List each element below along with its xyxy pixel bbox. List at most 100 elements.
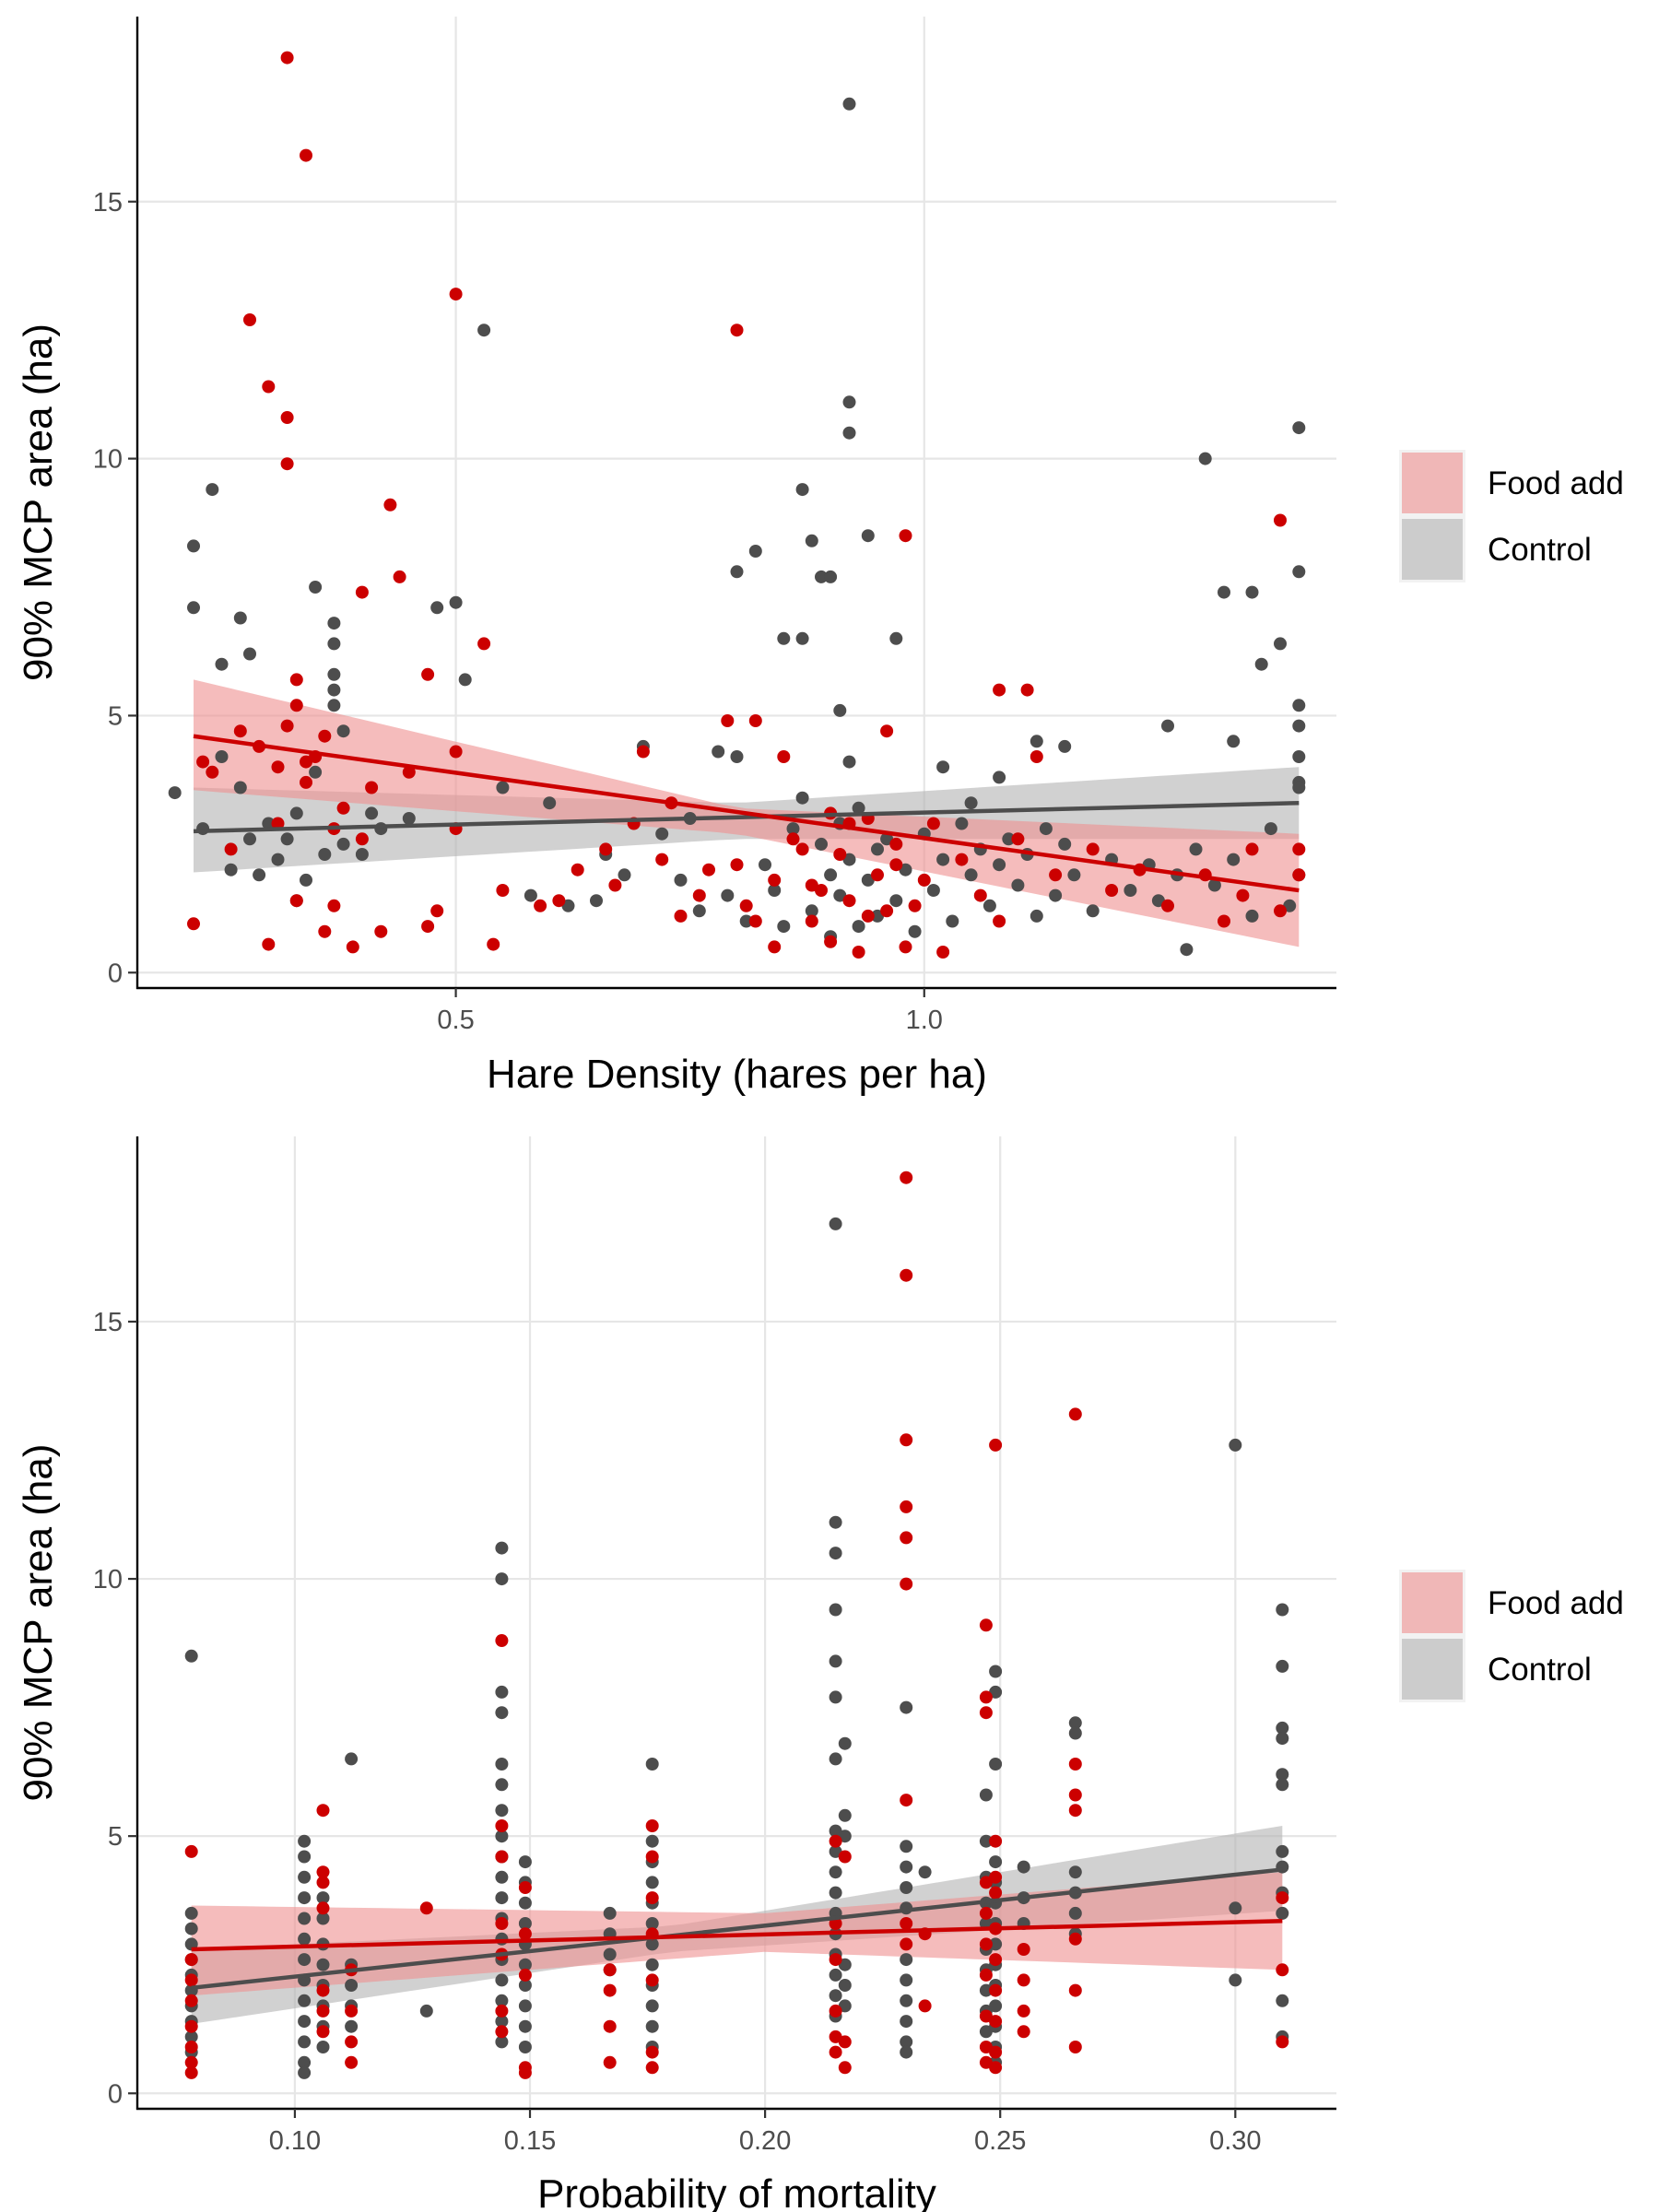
data-point [829,1865,842,1879]
data-point [805,914,818,928]
data-point [645,2019,659,2033]
data-point [318,924,332,938]
data-point [1049,888,1063,902]
data-point [871,842,884,856]
data-point [599,842,613,856]
data-point [989,2061,1003,2075]
legend-label: Food add [1488,1585,1624,1621]
data-point [316,2041,330,2053]
data-point [842,755,856,769]
data-point [298,2065,312,2079]
data-point [1292,699,1306,712]
data-point [1207,878,1221,892]
data-point [318,848,332,861]
data-point [184,1922,198,1936]
y-axis-title: 90% MCP area (ha) [16,1443,61,1801]
legend: Food add Control [1399,1570,1624,1702]
data-point [1068,1407,1082,1421]
data-point [318,729,332,743]
data-point [393,570,406,583]
data-point [345,2004,359,2018]
data-point [730,324,744,337]
data-point [721,888,735,902]
data-point [224,842,238,856]
legend-label: Control [1488,1652,1592,1688]
data-point [196,755,210,769]
points-control [168,97,1306,957]
data-point [280,51,294,65]
x-tick-label: 0.10 [269,2126,321,2156]
data-point [345,1979,359,1992]
data-point [829,1217,842,1230]
data-point [1218,585,1230,599]
data-point [518,1855,532,1869]
legend-key-food-add [1402,1572,1463,1633]
data-point [900,1268,913,1282]
data-point [477,324,491,337]
x-tick-label: 0.20 [739,2126,791,2156]
data-point [926,817,940,830]
data-point [900,1531,913,1545]
data-point [495,1634,509,1647]
data-point [777,631,791,645]
trend-line-control [193,800,1300,834]
data-point [655,827,669,841]
data-point [449,595,463,609]
y-tick-label: 5 [108,1822,123,1852]
data-point [184,2030,198,2043]
data-point [1276,1906,1289,1920]
data-point [973,888,987,902]
data-point [495,1541,509,1555]
data-point [829,2045,842,2059]
data-point [243,647,256,661]
data-point [374,822,388,836]
data-point [955,853,969,866]
data-point [989,1999,1003,2013]
data-point [327,699,341,712]
data-point [316,2025,330,2039]
data-point [1030,735,1043,748]
data-point [184,2065,198,2079]
data-point [603,1947,617,1961]
data-point [1068,1906,1082,1920]
data-point [271,853,285,866]
data-point [979,1968,993,1982]
data-point [645,1758,659,1771]
data-point [900,1840,913,1853]
x-axis-title: Hare Density (hares per ha) [487,1052,987,1097]
data-point [829,1824,842,1838]
data-point [187,601,200,615]
data-point [852,920,865,934]
data-point [759,858,771,872]
data-point [1002,832,1016,846]
data-point [829,1752,842,1766]
data-point [184,1906,198,1920]
data-point [603,2055,617,2069]
data-point [374,924,388,938]
data-point [1292,565,1306,579]
data-point [1274,637,1287,651]
data-point [184,1649,198,1663]
data-point [1276,1721,1289,1735]
data-point [861,873,875,887]
data-point [829,1690,842,1704]
data-point [989,1953,1003,1967]
data-point [829,1886,842,1900]
data-point [1068,1865,1082,1879]
data-point [964,796,978,810]
y-tick-label: 0 [108,2079,123,2109]
data-point [1245,585,1259,599]
data-point [900,1860,913,1874]
data-point [603,2019,617,2033]
data-point [430,601,444,615]
data-point [327,683,341,697]
data-point [215,750,229,763]
data-point [989,1855,1003,1869]
data-point [298,2035,312,2049]
data-point [618,868,631,882]
data-point [979,1983,993,1997]
data-point [253,868,266,882]
data-point [336,837,350,851]
data-point [900,1433,913,1447]
